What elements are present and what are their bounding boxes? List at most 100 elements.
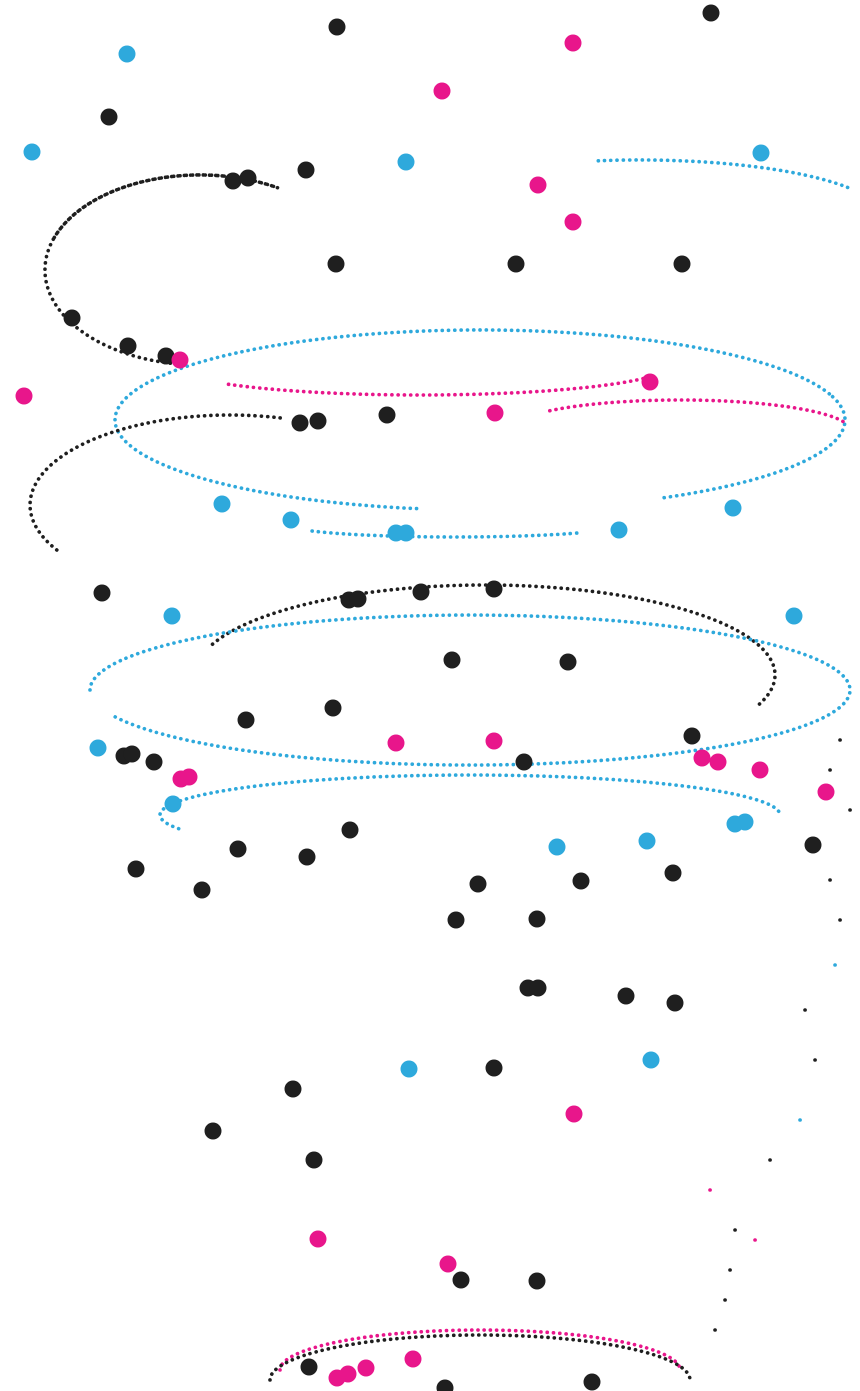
floating-dot — [529, 979, 547, 997]
floating-dot — [118, 45, 136, 63]
floating-dot — [436, 1379, 454, 1391]
dotted-ring-layer — [28, 158, 852, 1382]
floating-dot — [291, 414, 309, 432]
floating-dot — [305, 1151, 323, 1169]
floating-dot — [164, 795, 182, 813]
floating-dot — [817, 783, 835, 801]
floating-dot — [529, 176, 547, 194]
floating-dot — [400, 1060, 418, 1078]
floating-dot — [213, 495, 231, 513]
floating-dot — [89, 739, 107, 757]
floating-dot — [180, 768, 198, 786]
floating-dot — [327, 255, 345, 273]
floating-dot — [666, 994, 684, 1012]
floating-dot — [123, 745, 141, 763]
floating-dot — [23, 143, 41, 161]
floating-dot — [486, 404, 504, 422]
floating-dot — [565, 1105, 583, 1123]
floating-dot — [673, 255, 691, 273]
floating-dot — [548, 838, 566, 856]
floating-dot — [298, 848, 316, 866]
floating-dot — [452, 1271, 470, 1289]
floating-dot — [610, 521, 628, 539]
black-top-swirl — [43, 173, 280, 367]
floating-dot — [357, 1359, 375, 1377]
floating-dot — [309, 412, 327, 430]
floating-dot — [15, 387, 33, 405]
floating-dot — [378, 406, 396, 424]
floating-dot — [683, 727, 701, 745]
blue-mid-ring — [88, 613, 852, 767]
floating-dot — [387, 734, 405, 752]
floating-dot — [507, 255, 525, 273]
floating-dot — [564, 34, 582, 52]
floating-dot — [528, 910, 546, 928]
floating-dot — [664, 864, 682, 882]
blue-upper-ring — [113, 328, 835, 511]
floating-dot — [642, 1051, 660, 1069]
floating-dot — [127, 860, 145, 878]
floating-dot — [469, 875, 487, 893]
floating-dot — [224, 172, 242, 190]
floating-dot — [559, 653, 577, 671]
floating-dot — [724, 499, 742, 517]
floating-dot — [284, 1080, 302, 1098]
floating-dot — [433, 82, 451, 100]
floating-dot — [309, 1230, 327, 1248]
dotted-ring-arc — [660, 394, 847, 500]
floating-dot — [572, 872, 590, 890]
floating-dot — [528, 1272, 546, 1290]
floating-dot — [439, 1255, 457, 1273]
blue-short-arc — [310, 529, 584, 539]
magenta-upper-arc — [226, 373, 657, 397]
floating-dot — [204, 1122, 222, 1140]
floating-dot — [641, 373, 659, 391]
floating-dot — [349, 590, 367, 608]
floating-dot — [736, 813, 754, 831]
floating-dot — [282, 511, 300, 529]
floating-dot — [237, 711, 255, 729]
blue-inner-ring — [158, 773, 782, 831]
floating-dot — [412, 583, 430, 601]
floating-dot — [485, 732, 503, 750]
floating-dot — [119, 337, 137, 355]
floating-dot — [297, 161, 315, 179]
floating-dot — [447, 911, 465, 929]
floating-dot — [328, 18, 346, 36]
black-bottom-arc — [268, 1333, 692, 1382]
dot-layer — [15, 4, 835, 1391]
floating-dot — [328, 1369, 346, 1387]
floating-dot — [638, 832, 656, 850]
floating-dot — [341, 821, 359, 839]
floating-dot — [693, 749, 711, 767]
floating-dot — [485, 580, 503, 598]
floating-dot — [397, 153, 415, 171]
floating-dot — [752, 144, 770, 162]
floating-dot — [229, 840, 247, 858]
floating-dot — [785, 607, 803, 625]
floating-dot — [583, 1373, 601, 1391]
floating-dot — [515, 753, 533, 771]
black-upper-swirl — [28, 413, 284, 552]
magenta-upper-arc-right — [548, 398, 850, 427]
floating-dot — [404, 1350, 422, 1368]
floating-dot — [443, 651, 461, 669]
floating-dot — [157, 347, 175, 365]
floating-dot — [324, 699, 342, 717]
floating-dot — [564, 213, 582, 231]
floating-dot — [100, 108, 118, 126]
floating-dot — [63, 309, 81, 327]
floating-dot — [709, 753, 727, 771]
floating-dot — [300, 1358, 318, 1376]
floating-dot — [93, 584, 111, 602]
floating-dot — [239, 169, 257, 187]
floating-dot — [617, 987, 635, 1005]
floating-dot — [193, 881, 211, 899]
floating-dot — [163, 607, 181, 625]
floating-dot — [485, 1059, 503, 1077]
black-mid-ring — [210, 583, 777, 708]
floating-dot — [751, 761, 769, 779]
magenta-bottom-arc — [278, 1328, 682, 1372]
floating-dot — [171, 351, 189, 369]
